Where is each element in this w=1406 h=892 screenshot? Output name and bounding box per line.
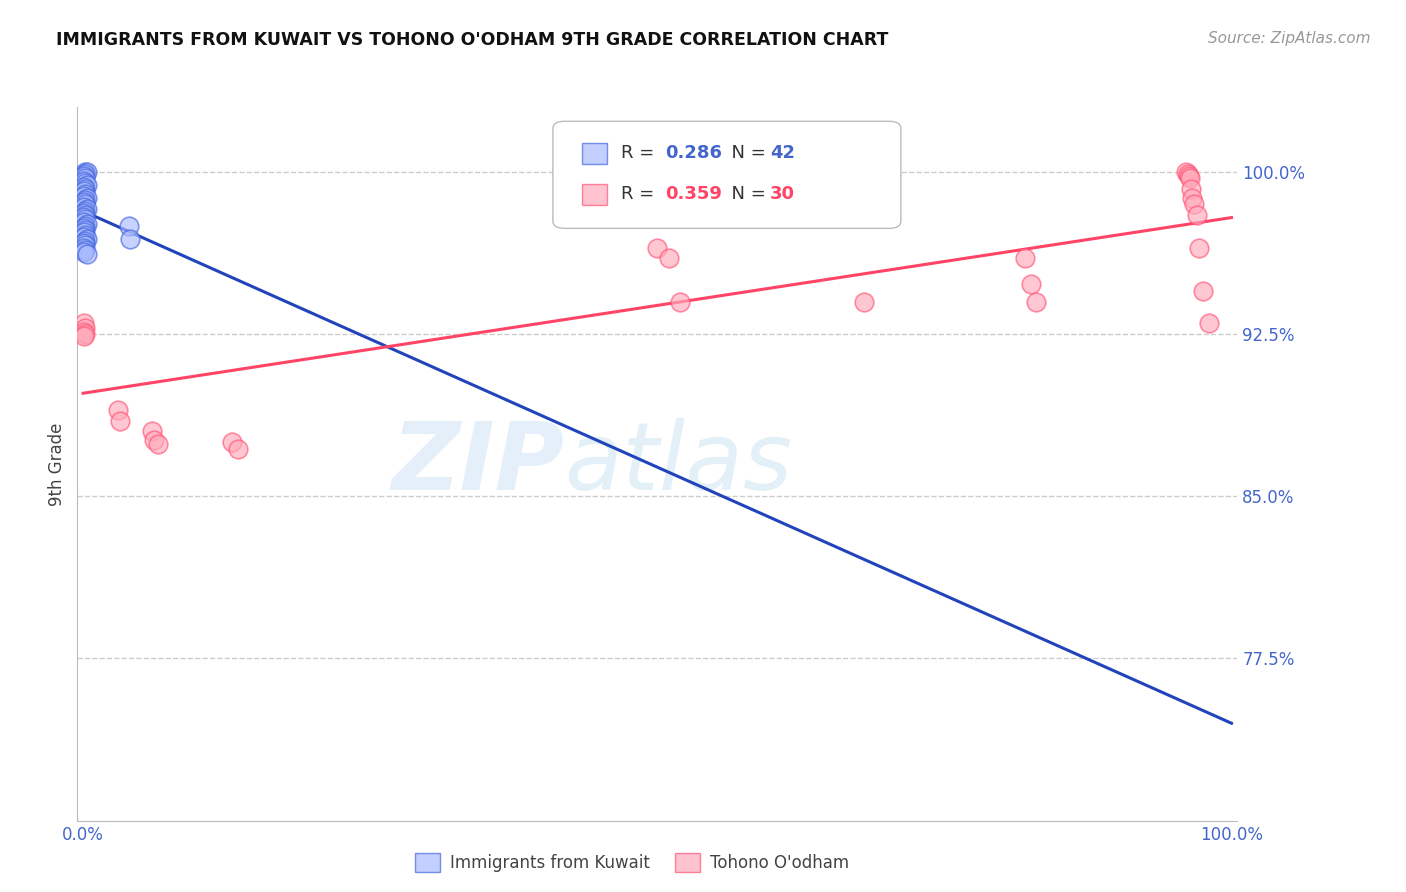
Point [76, 247, 98, 261]
Text: atlas: atlas [565, 418, 793, 509]
Point [73, 169, 96, 184]
Point [75, 203, 97, 218]
Text: R =: R = [621, 145, 661, 162]
Point [75, 327, 97, 342]
Point [1180, 182, 1202, 196]
Point [658, 252, 681, 266]
Point [1198, 316, 1220, 330]
Point [73, 229, 96, 244]
Point [75, 165, 97, 179]
Text: N =: N = [720, 186, 772, 203]
Text: N =: N = [720, 145, 772, 162]
Point [75, 186, 97, 201]
Point [73, 329, 96, 343]
Point [75, 238, 97, 252]
Point [108, 414, 131, 428]
Point [76, 165, 98, 179]
Point [120, 232, 142, 246]
Point [73, 195, 96, 210]
Point [73, 221, 96, 235]
Text: 0.286: 0.286 [665, 145, 723, 162]
Point [76, 178, 98, 192]
Point [76, 191, 98, 205]
Point [75, 243, 97, 257]
Point [1177, 167, 1199, 181]
Point [75, 223, 97, 237]
Point [75, 208, 97, 222]
Text: Tohono O'odham: Tohono O'odham [710, 854, 849, 871]
Point [73, 325, 96, 339]
Point [73, 214, 96, 228]
Point [73, 241, 96, 255]
Point [73, 211, 96, 225]
FancyBboxPatch shape [582, 144, 607, 164]
Point [669, 294, 692, 309]
Text: ZIP: ZIP [392, 417, 565, 510]
Point [143, 433, 166, 447]
Point [226, 442, 249, 456]
FancyBboxPatch shape [582, 184, 607, 204]
Point [647, 241, 669, 255]
Point [1182, 197, 1205, 211]
Point [1019, 277, 1042, 292]
Point [146, 437, 169, 451]
Point [76, 202, 98, 216]
Point [1181, 191, 1204, 205]
Text: R =: R = [621, 186, 661, 203]
Point [73, 173, 96, 187]
Text: 30: 30 [770, 186, 794, 203]
Point [1014, 252, 1036, 266]
Point [75, 234, 97, 248]
Y-axis label: 9th Grade: 9th Grade [48, 422, 66, 506]
Point [73, 316, 96, 330]
Point [75, 193, 97, 207]
Point [221, 435, 243, 450]
FancyBboxPatch shape [553, 121, 901, 228]
Point [73, 236, 96, 251]
Point [141, 425, 163, 439]
Point [1185, 208, 1208, 222]
Point [107, 402, 129, 417]
Point [76, 232, 98, 246]
Point [75, 171, 97, 186]
Point [75, 320, 97, 334]
Point [73, 180, 96, 194]
Point [1178, 169, 1201, 184]
Point [853, 294, 876, 309]
Point [75, 212, 97, 227]
Point [73, 206, 96, 220]
Point [75, 182, 97, 196]
Point [76, 217, 98, 231]
Point [75, 219, 97, 233]
Point [1025, 294, 1047, 309]
Point [73, 200, 96, 214]
Point [118, 219, 141, 233]
Point [1180, 171, 1202, 186]
Text: Immigrants from Kuwait: Immigrants from Kuwait [450, 854, 650, 871]
Point [75, 176, 97, 190]
Text: 0.359: 0.359 [665, 186, 723, 203]
Point [73, 185, 96, 199]
Text: IMMIGRANTS FROM KUWAIT VS TOHONO O'ODHAM 9TH GRADE CORRELATION CHART: IMMIGRANTS FROM KUWAIT VS TOHONO O'ODHAM… [56, 31, 889, 49]
Text: Source: ZipAtlas.com: Source: ZipAtlas.com [1208, 31, 1371, 46]
Point [73, 244, 96, 259]
Text: 42: 42 [770, 145, 794, 162]
Point [1174, 165, 1197, 179]
Point [75, 227, 97, 242]
Point [73, 226, 96, 240]
Point [75, 197, 97, 211]
Point [75, 167, 97, 181]
Point [1188, 241, 1211, 255]
Point [1191, 284, 1213, 298]
Point [73, 188, 96, 202]
